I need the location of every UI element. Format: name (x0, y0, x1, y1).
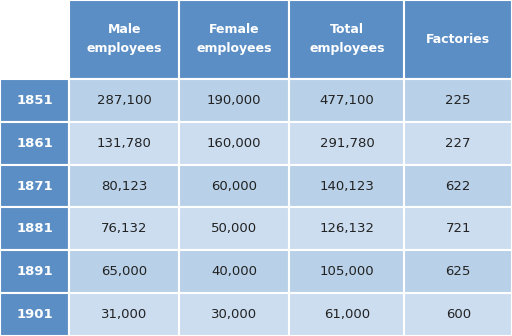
Text: 1871: 1871 (16, 179, 53, 193)
Text: Female
employees: Female employees (197, 24, 272, 55)
Text: 600: 600 (445, 308, 471, 321)
Text: 61,000: 61,000 (324, 308, 370, 321)
Text: 1861: 1861 (16, 137, 53, 150)
Bar (0, 0, 69, 79)
Text: 190,000: 190,000 (207, 94, 262, 107)
Bar (69, 0, 179, 79)
Bar (69, 293, 179, 336)
Bar (179, 79, 289, 122)
Text: 622: 622 (445, 179, 471, 193)
Text: 1891: 1891 (16, 265, 53, 278)
Text: 287,100: 287,100 (97, 94, 152, 107)
Bar (404, 0, 512, 79)
Bar (289, 79, 404, 122)
Text: 50,000: 50,000 (211, 222, 258, 236)
Text: 1901: 1901 (16, 308, 53, 321)
Bar (404, 79, 512, 122)
Text: 721: 721 (445, 222, 471, 236)
Bar (69, 207, 179, 250)
Bar (0, 207, 69, 250)
Bar (289, 0, 404, 79)
Bar (179, 122, 289, 165)
Bar (179, 207, 289, 250)
Text: 60,000: 60,000 (211, 179, 257, 193)
Text: 65,000: 65,000 (101, 265, 147, 278)
Text: 625: 625 (445, 265, 471, 278)
Text: 1881: 1881 (16, 222, 53, 236)
Text: 1851: 1851 (16, 94, 53, 107)
Text: 126,132: 126,132 (319, 222, 374, 236)
Bar (179, 250, 289, 293)
Bar (289, 207, 404, 250)
Bar (289, 122, 404, 165)
Bar (0, 250, 69, 293)
Text: Factories: Factories (426, 33, 490, 46)
Bar (289, 250, 404, 293)
Bar (404, 207, 512, 250)
Text: 31,000: 31,000 (101, 308, 147, 321)
Bar (69, 250, 179, 293)
Text: 477,100: 477,100 (319, 94, 374, 107)
Bar (0, 165, 69, 207)
Text: 227: 227 (445, 137, 471, 150)
Text: 291,780: 291,780 (319, 137, 374, 150)
Text: 76,132: 76,132 (101, 222, 147, 236)
Text: 40,000: 40,000 (211, 265, 257, 278)
Text: 131,780: 131,780 (97, 137, 152, 150)
Bar (404, 165, 512, 207)
Text: 105,000: 105,000 (319, 265, 374, 278)
Text: Total
employees: Total employees (309, 24, 385, 55)
Text: 30,000: 30,000 (211, 308, 258, 321)
Bar (69, 79, 179, 122)
Bar (179, 165, 289, 207)
Text: 225: 225 (445, 94, 471, 107)
Text: 160,000: 160,000 (207, 137, 262, 150)
Bar (404, 122, 512, 165)
Bar (289, 165, 404, 207)
Text: Male
employees: Male employees (87, 24, 162, 55)
Text: 140,123: 140,123 (319, 179, 374, 193)
Bar (179, 293, 289, 336)
Bar (0, 293, 69, 336)
Bar (69, 165, 179, 207)
Bar (69, 122, 179, 165)
Bar (404, 250, 512, 293)
Bar (404, 293, 512, 336)
Bar (179, 0, 289, 79)
Bar (0, 122, 69, 165)
Bar (0, 79, 69, 122)
Text: 80,123: 80,123 (101, 179, 147, 193)
Bar (289, 293, 404, 336)
